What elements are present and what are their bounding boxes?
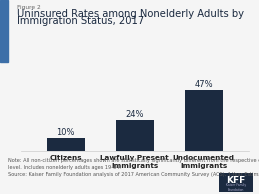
- Text: 47%: 47%: [195, 80, 213, 89]
- Text: Note: All non-citizen percentages shown are statistically significantly differen: Note: All non-citizen percentages shown …: [8, 158, 259, 177]
- Text: 10%: 10%: [56, 128, 75, 137]
- Text: Uninsured Rates among Nonelderly Adults by: Uninsured Rates among Nonelderly Adults …: [17, 9, 244, 19]
- Bar: [185, 90, 223, 151]
- Text: KFF: KFF: [226, 176, 245, 184]
- Text: 24%: 24%: [125, 110, 144, 119]
- Bar: [116, 120, 154, 151]
- Bar: [47, 138, 85, 151]
- Text: Kaiser Family
Foundation: Kaiser Family Foundation: [226, 184, 246, 192]
- Text: Immigration Status, 2017: Immigration Status, 2017: [17, 16, 144, 26]
- Text: Figure 2: Figure 2: [17, 5, 41, 10]
